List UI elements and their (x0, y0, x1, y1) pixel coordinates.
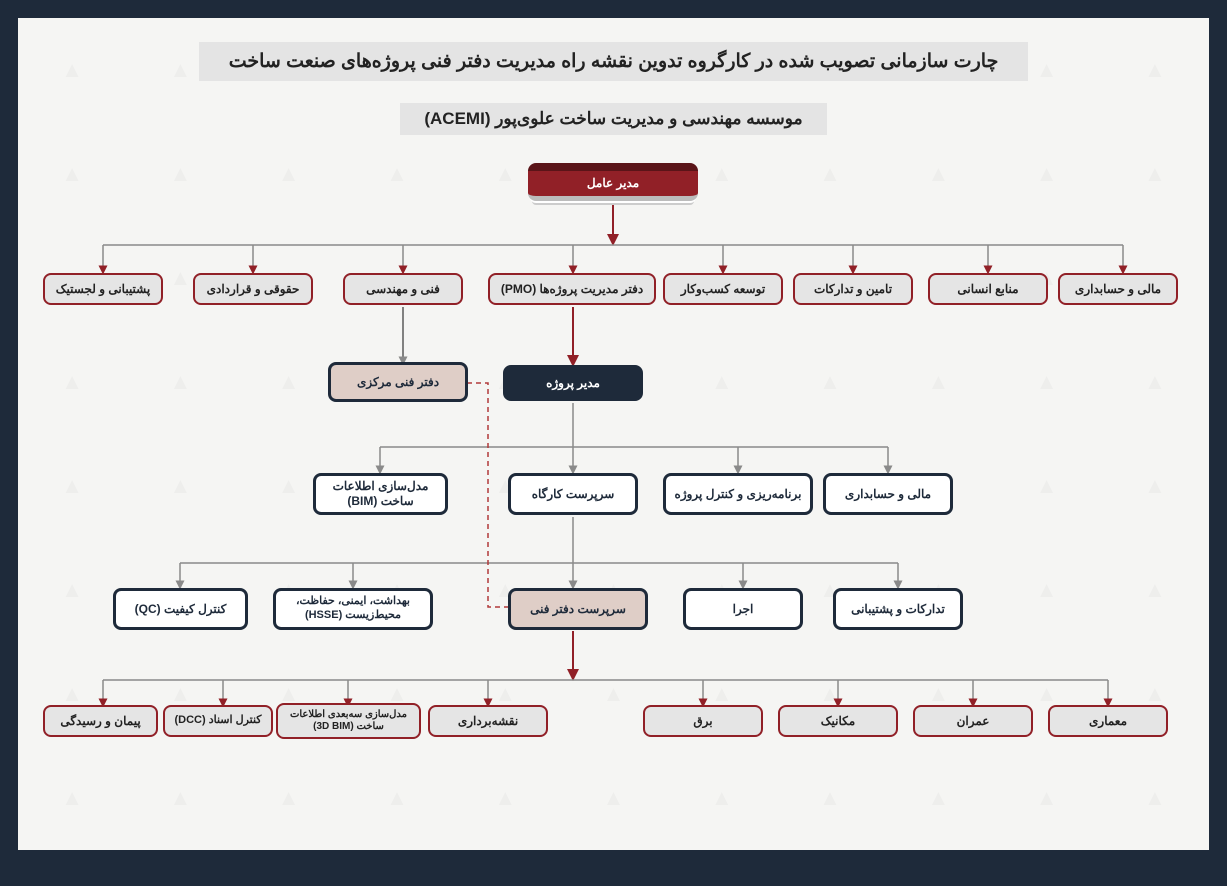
node-arch: معماری (1048, 705, 1168, 737)
node-finance2: مالی و حسابداری (823, 473, 953, 515)
node-dcc: کنترل اسناد (DCC) (163, 705, 273, 737)
node-finance: مالی و حسابداری (1058, 273, 1178, 305)
node-proc-support: تدارکات و پشتیبانی (833, 588, 963, 630)
node-pmo: دفتر مدیریت پروژه‌ها (PMO) (488, 273, 656, 305)
node-qc: کنترل کیفیت (QC) (113, 588, 248, 630)
page-title: چارت سازمانی تصویب شده در کارگروه تدوین … (199, 42, 1029, 81)
org-chart: مدیر عامل مالی و حسابداری منابع انسانی ت… (18, 145, 1209, 825)
node-ceo: مدیر عامل (528, 163, 698, 201)
node-survey: نقشه‌برداری (428, 705, 548, 737)
node-elec: برق (643, 705, 763, 737)
node-tech-head: سرپرست دفتر فنی (508, 588, 648, 630)
node-bim: مدل‌سازی اطلاعات ساخت (BIM) (313, 473, 448, 515)
node-central-tech: دفتر فنی مرکزی (328, 362, 468, 402)
node-pm: مدیر پروژه (503, 365, 643, 401)
node-legal: حقوقی و قراردادی (193, 273, 313, 305)
node-tech: فنی و مهندسی (343, 273, 463, 305)
node-civil: عمران (913, 705, 1033, 737)
node-bizdev: توسعه کسب‌وکار (663, 273, 783, 305)
node-site-super: سرپرست کارگاه (508, 473, 638, 515)
node-planning: برنامه‌ریزی و کنترل پروژه (663, 473, 813, 515)
node-hr: منابع انسانی (928, 273, 1048, 305)
node-claims: پیمان و رسیدگی (43, 705, 158, 737)
node-execution: اجرا (683, 588, 803, 630)
node-logistics: پشتیبانی و لجستیک (43, 273, 163, 305)
node-bim3d: مدل‌سازی سه‌بعدی اطلاعات ساخت (3D BIM) (276, 703, 421, 739)
page-subtitle: موسسه مهندسی و مدیریت ساخت علوی‌پور (ACE… (400, 103, 826, 135)
node-hsse: بهداشت، ایمنی، حفاظت، محیط‌زیست (HSSE) (273, 588, 433, 630)
node-mech: مکانیک (778, 705, 898, 737)
node-procurement: تامین و تدارکات (793, 273, 913, 305)
